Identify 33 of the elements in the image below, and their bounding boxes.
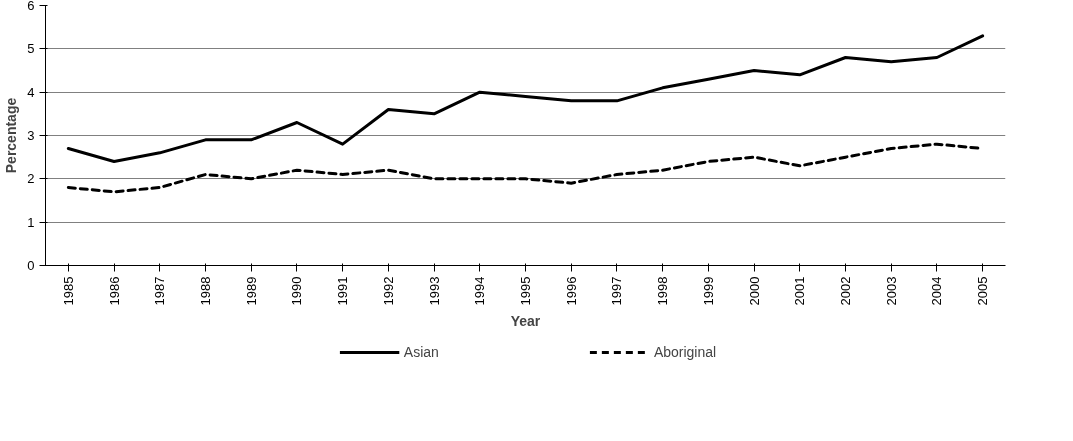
x-tick-label: 2000	[746, 276, 762, 306]
x-tick-label: 1986	[106, 276, 122, 306]
x-tick-label: 2001	[792, 276, 808, 306]
y-tick-label: 5	[27, 41, 35, 57]
x-tick-label: 1988	[198, 276, 213, 306]
x-tick-label: 1992	[380, 276, 396, 306]
x-tick-label: 1994	[472, 276, 488, 306]
y-axis-title: Percentage	[3, 97, 20, 174]
x-tick-label: 2002	[838, 276, 853, 306]
x-tick-label: 1991	[335, 276, 351, 306]
legend-label: Aboriginal	[653, 344, 717, 360]
x-tick-label: 1995	[518, 276, 533, 306]
x-tick-label: 1996	[563, 276, 579, 306]
x-tick-label: 2005	[975, 276, 991, 306]
x-tick-label: 1993	[426, 276, 442, 306]
y-tick-label: 0	[27, 258, 35, 273]
legend-label: Asian	[403, 344, 439, 360]
x-tick-label: 1999	[700, 276, 716, 306]
line-series	[66, 34, 985, 163]
y-tick-label: 4	[27, 84, 35, 100]
y-tick-label: 3	[27, 128, 35, 143]
x-tick-label: 1990	[289, 276, 305, 306]
y-tick-label: 1	[27, 214, 35, 230]
x-tick-label: 1989	[243, 276, 259, 306]
y-tick-label: 6	[27, 0, 35, 13]
x-tick-label: 2004	[929, 276, 945, 306]
x-tick-label: 1987	[152, 276, 168, 306]
x-tick-label: 1998	[655, 276, 671, 306]
x-tick-label: 1997	[609, 276, 625, 306]
y-tick-label: 2	[27, 171, 35, 187]
x-tick-label: 1985	[60, 276, 76, 306]
x-tick-label: 2003	[883, 276, 899, 306]
x-axis-title: Year	[510, 313, 541, 330]
